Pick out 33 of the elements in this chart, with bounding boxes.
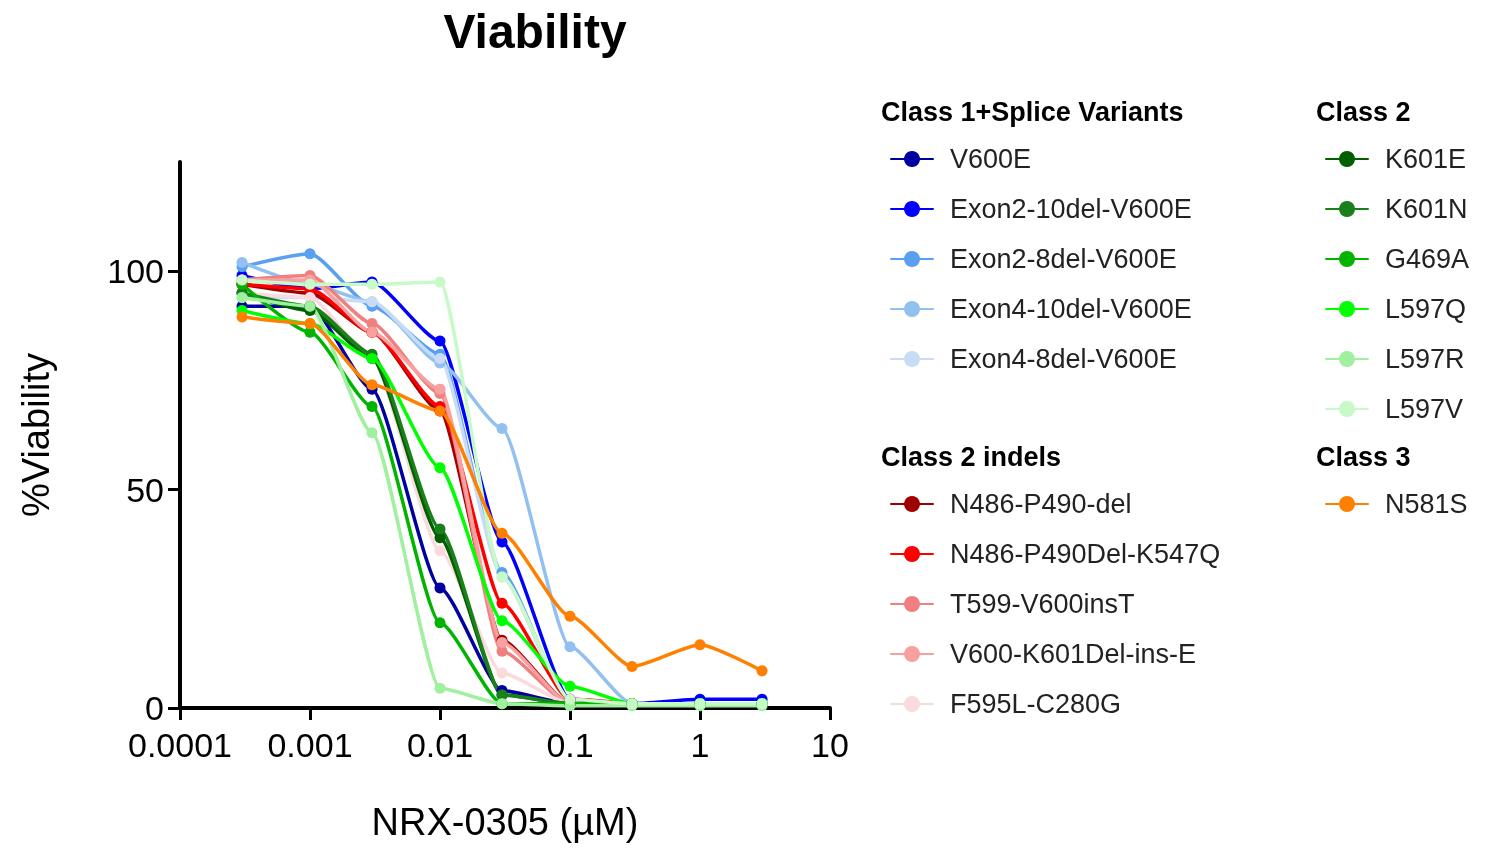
legend-label: T599-V600insT <box>950 589 1135 619</box>
text: Class 1+Splice Variants <box>881 96 1184 127</box>
chart-title: Viability <box>443 4 627 58</box>
text: Class 2 <box>1316 96 1411 127</box>
legend-label: L597V <box>1385 394 1464 424</box>
legend-label: L597R <box>1385 344 1465 374</box>
x-tick-label: 1 <box>690 726 710 764</box>
x-tick-label: 0.0001 <box>128 726 232 764</box>
legend-label: N486-P490Del-K547Q <box>950 539 1221 569</box>
x-tick-label: 0.1 <box>546 726 594 764</box>
legend-label: V600E <box>950 144 1032 174</box>
x-tick-label: 10 <box>811 726 849 764</box>
legend-label: Exon2-10del-V600E <box>950 194 1192 224</box>
x-tick-label: 0.001 <box>267 726 353 764</box>
legend-label: Exon4-8del-V600E <box>950 344 1177 374</box>
x-tick-label: 0.01 <box>406 726 474 764</box>
x-axis-title: NRX-0305 (µM) <box>371 801 639 843</box>
y-axis-title: %Viability <box>15 352 57 518</box>
legend-label: Exon2-8del-V600E <box>950 244 1177 274</box>
y-tick-label: 50 <box>126 470 164 509</box>
legend-label: Exon4-10del-V600E <box>950 294 1192 324</box>
legend-label: K601E <box>1385 144 1467 174</box>
legend-label: N486-P490-del <box>950 489 1132 519</box>
legend-label: K601N <box>1385 194 1468 224</box>
legend-label: V600-K601Del-ins-E <box>950 639 1197 669</box>
text: Class 3 <box>1316 441 1411 472</box>
legend-label: N581S <box>1385 489 1468 519</box>
y-tick-label: 0 <box>145 689 164 727</box>
legend-label: L597Q <box>1385 294 1467 324</box>
legend-label: F595L-C280G <box>950 689 1122 719</box>
legend-label: G469A <box>1385 244 1470 274</box>
text: Class 2 indels <box>881 441 1062 472</box>
y-tick-label: 100 <box>107 252 164 291</box>
